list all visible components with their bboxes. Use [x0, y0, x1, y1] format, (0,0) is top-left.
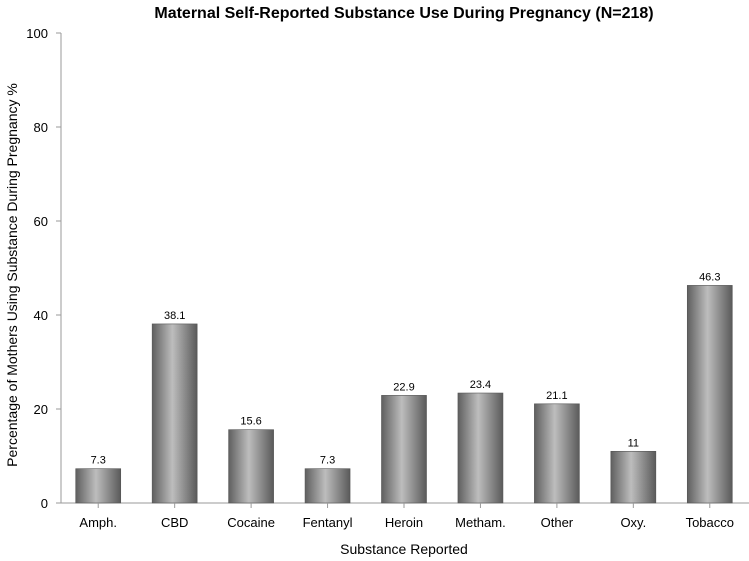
bars: 7.3 38.1 15.6 7.3 22.9 23.4 21.1 11 46.3: [75, 271, 733, 504]
y-tick-label: 20: [34, 402, 48, 417]
y-tick-label: 0: [41, 496, 48, 511]
bar: [304, 468, 351, 504]
data-label: 38.1: [164, 310, 185, 322]
data-label: 11: [628, 437, 639, 449]
y-tick-label: 100: [26, 26, 48, 41]
x-tick-label: Tobacco: [686, 515, 734, 530]
x-tick-label: Metham.: [455, 515, 506, 530]
y-tick-label: 80: [34, 120, 48, 135]
x-ticks: Amph. CBD Cocaine Fentanyl Heroin Metham. Othe…: [79, 503, 734, 530]
data-label: 46.3: [699, 271, 720, 283]
x-axis-label: Substance Reported: [340, 541, 468, 557]
data-label: 7.3: [91, 455, 106, 467]
data-label: 22.9: [393, 381, 414, 393]
x-tick-label: Heroin: [385, 515, 423, 530]
x-tick-label: CBD: [161, 515, 188, 530]
x-tick-label: Amph.: [79, 515, 117, 530]
y-tick-label: 60: [34, 214, 48, 229]
data-label: 21.1: [546, 390, 567, 402]
x-tick-label: Fentanyl: [303, 515, 353, 530]
x-tick-label: Other: [541, 515, 574, 530]
chart-title: Maternal Self-Reported Substance Use Dur…: [154, 5, 653, 22]
x-tick-label: Oxy.: [620, 515, 646, 530]
data-label: 15.6: [240, 416, 261, 428]
y-tick-label: 40: [34, 308, 48, 323]
bar: [228, 429, 274, 504]
bar: [457, 392, 504, 504]
bar: [151, 323, 198, 504]
bar: [381, 395, 427, 504]
y-ticks: 0 20 40 60 80 100: [26, 26, 61, 511]
x-tick-label: Cocaine: [227, 515, 275, 530]
bar: [534, 403, 580, 504]
y-axis-label: Percentage of Mothers Using Substance Du…: [4, 83, 20, 467]
data-label: 7.3: [320, 455, 335, 467]
bar: [686, 285, 733, 504]
data-label: 23.4: [470, 379, 491, 391]
bar: [75, 468, 122, 504]
bar: [610, 450, 657, 504]
